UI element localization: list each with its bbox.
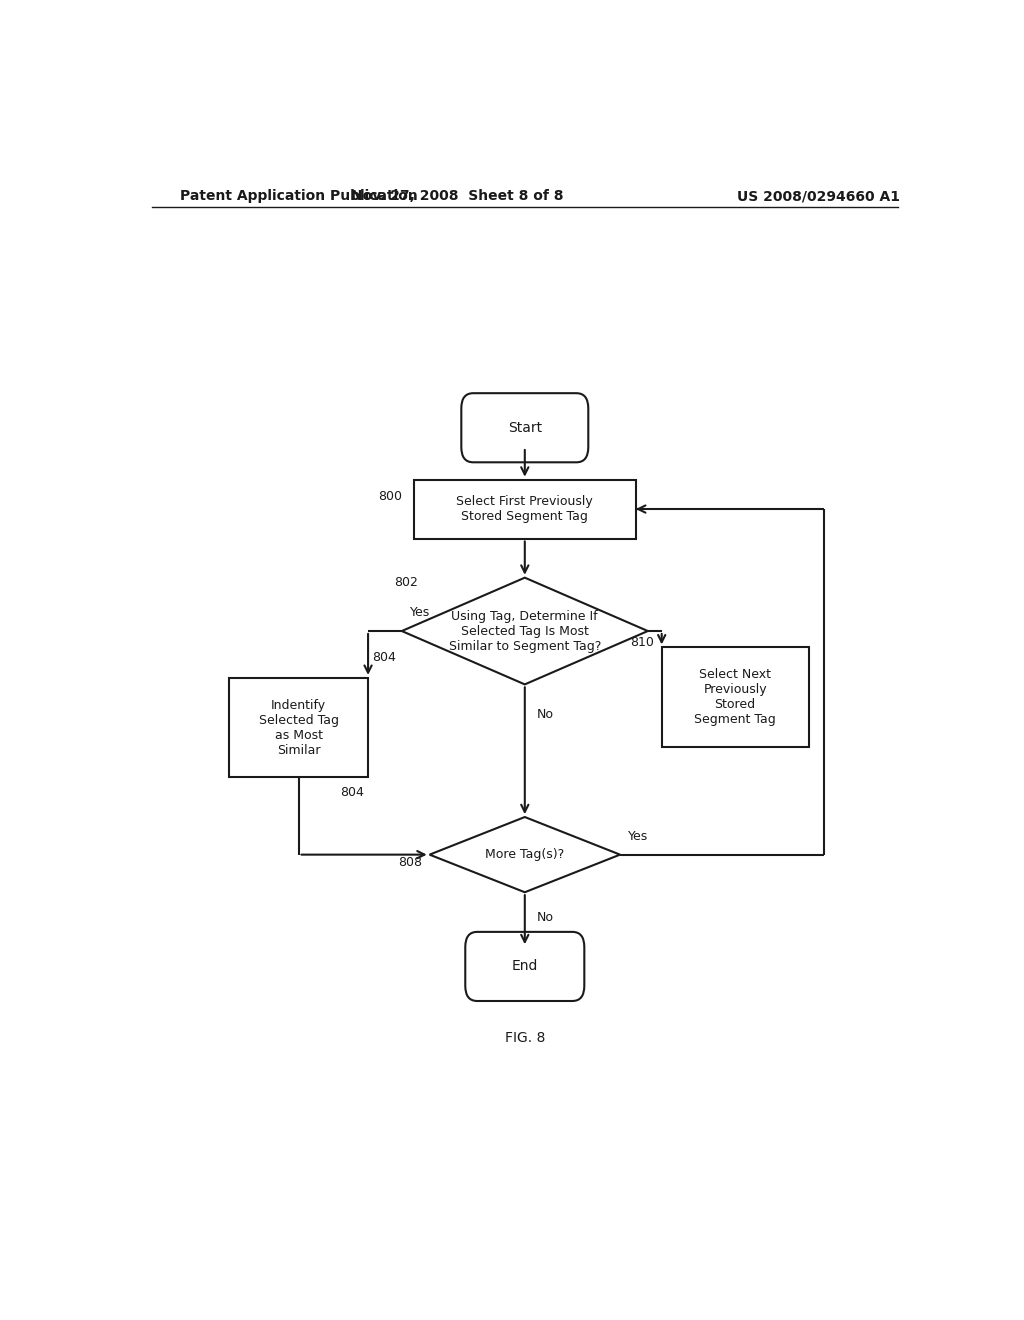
Text: No: No — [537, 911, 554, 924]
Text: End: End — [512, 960, 538, 973]
Text: 802: 802 — [394, 577, 418, 589]
Text: 810: 810 — [630, 636, 653, 648]
Text: 800: 800 — [378, 490, 402, 503]
Text: FIG. 8: FIG. 8 — [505, 1031, 545, 1044]
Text: Start: Start — [508, 421, 542, 434]
FancyBboxPatch shape — [465, 932, 585, 1001]
Bar — [414, 479, 636, 539]
Text: Yes: Yes — [410, 606, 430, 619]
Text: Yes: Yes — [628, 830, 648, 843]
Text: No: No — [537, 709, 554, 721]
Bar — [229, 677, 368, 777]
Text: Using Tag, Determine If
Selected Tag Is Most
Similar to Segment Tag?: Using Tag, Determine If Selected Tag Is … — [449, 610, 601, 652]
Text: Select First Previously
Stored Segment Tag: Select First Previously Stored Segment T… — [457, 495, 593, 523]
Text: Patent Application Publication: Patent Application Publication — [179, 189, 418, 203]
Text: Indentify
Selected Tag
as Most
Similar: Indentify Selected Tag as Most Similar — [259, 698, 339, 756]
Text: 808: 808 — [397, 857, 422, 870]
Bar — [662, 647, 809, 747]
Text: US 2008/0294660 A1: US 2008/0294660 A1 — [737, 189, 900, 203]
Text: Nov. 27, 2008  Sheet 8 of 8: Nov. 27, 2008 Sheet 8 of 8 — [351, 189, 563, 203]
Text: 804: 804 — [340, 787, 365, 799]
Polygon shape — [430, 817, 620, 892]
Polygon shape — [401, 578, 648, 684]
Text: More Tag(s)?: More Tag(s)? — [485, 849, 564, 861]
Text: 804: 804 — [372, 651, 396, 664]
Text: Select Next
Previously
Stored
Segment Tag: Select Next Previously Stored Segment Ta… — [694, 668, 776, 726]
FancyBboxPatch shape — [461, 393, 588, 462]
